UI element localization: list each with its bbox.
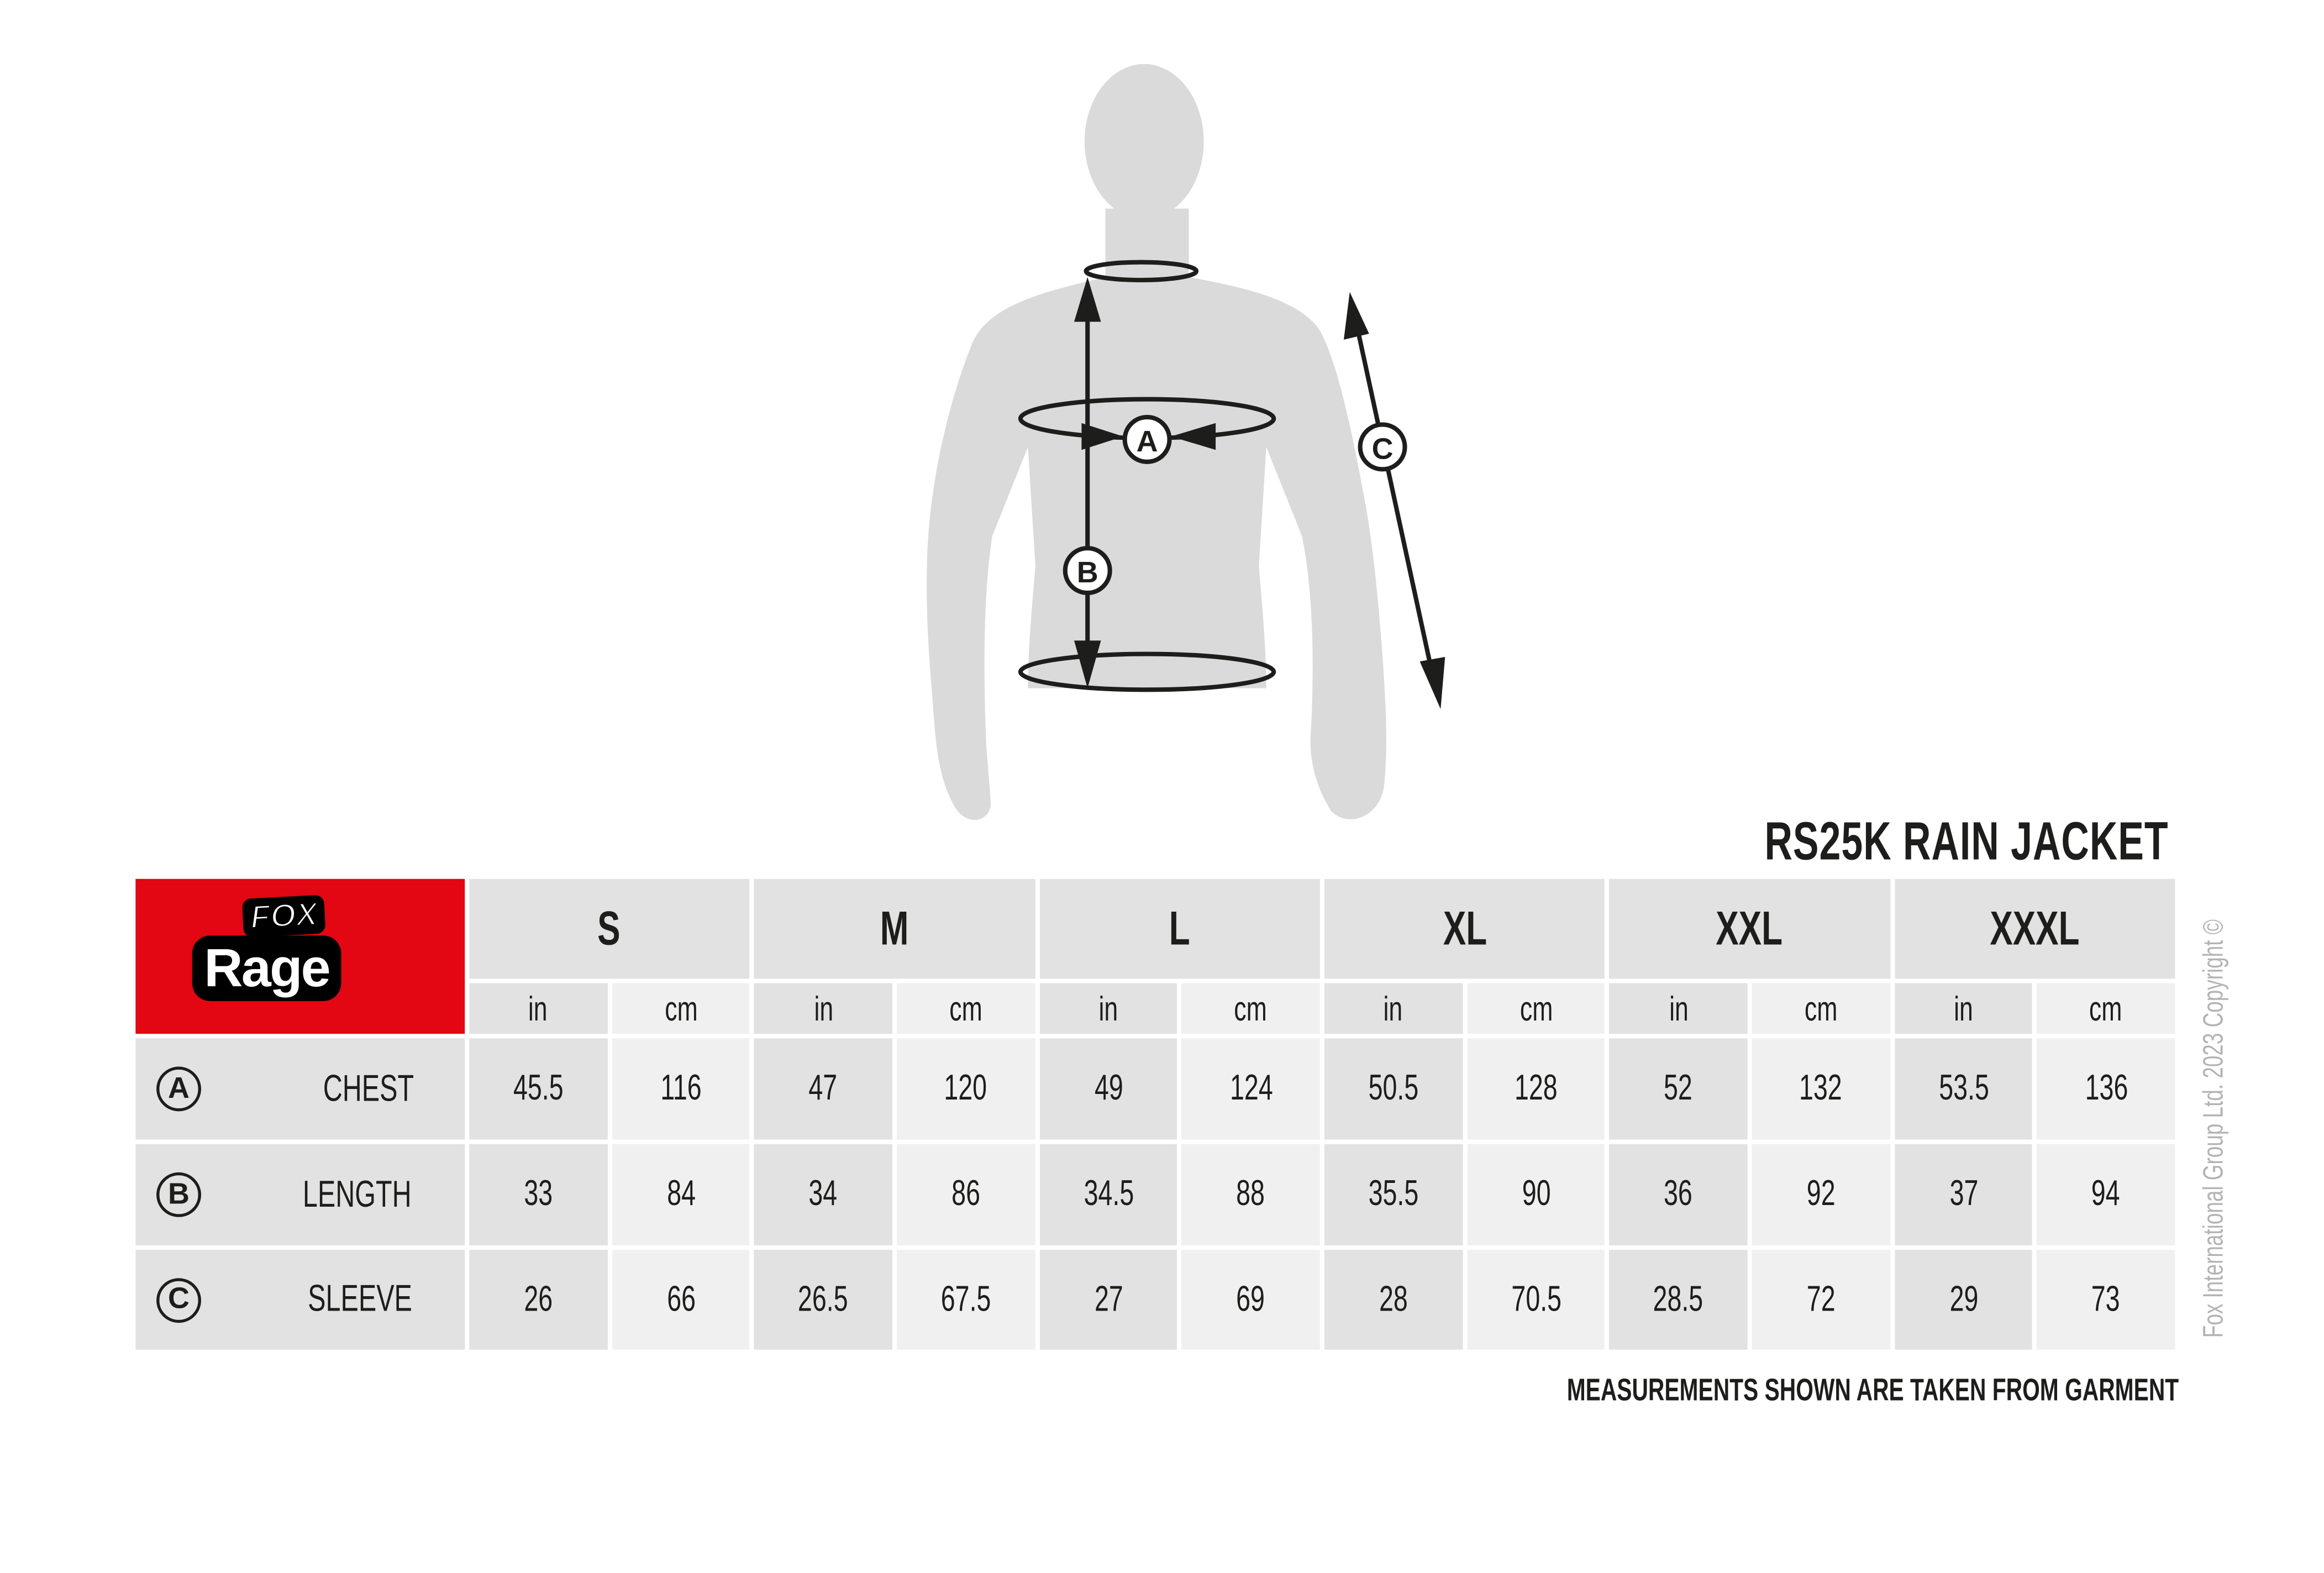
table-cell: 36	[1609, 1144, 1748, 1246]
measurement-label: SLEEVE	[307, 1278, 412, 1320]
svg-text:A: A	[1137, 425, 1158, 458]
table-cell: 128	[1466, 1038, 1605, 1140]
table-cell: 92	[1752, 1144, 1890, 1246]
table-cell: 34.5	[1039, 1144, 1177, 1246]
size-header-l: L	[1039, 878, 1320, 979]
svg-text:C: C	[1372, 432, 1394, 465]
table-cell: 34	[754, 1144, 892, 1246]
size-table: FOX Rage S M L XL XXL XXXL in cm in cm in cm in cm in c…	[135, 878, 2175, 1350]
table-cell: 90	[1466, 1144, 1605, 1246]
marker-circle: A	[156, 1066, 201, 1112]
unit-header-cm: cm	[897, 983, 1035, 1034]
unit-header-cm: cm	[1181, 983, 1320, 1034]
table-cell: 49	[1039, 1038, 1177, 1140]
table-cell: 47	[754, 1038, 892, 1140]
table-cell: 45.5	[469, 1038, 608, 1140]
unit-header-in: in	[1609, 983, 1748, 1034]
product-title: RS25K RAIN JACKET	[1765, 810, 2169, 872]
table-cell: 88	[1181, 1144, 1320, 1246]
table-cell: 26.5	[754, 1250, 892, 1350]
table-cell: 52	[1609, 1038, 1748, 1140]
table-cell: 35.5	[1324, 1144, 1463, 1246]
table-cell: 28.5	[1609, 1250, 1748, 1350]
table-cell: 86	[897, 1144, 1035, 1246]
sleeve-line	[1353, 319, 1436, 678]
brand-logo: FOX Rage	[135, 878, 465, 1034]
size-header-xxxl: XXXL	[1894, 878, 2175, 979]
size-header-s: S	[469, 878, 750, 979]
body-silhouette	[927, 64, 1386, 820]
marker-circle: B	[156, 1172, 201, 1217]
copyright-text: Fox International Group Ltd. 2023 Copyri…	[2199, 919, 2231, 1338]
marker-circle: C	[156, 1277, 201, 1322]
table-cell: 94	[2037, 1144, 2175, 1246]
unit-header-cm: cm	[1466, 983, 1605, 1034]
body-measurement-figure: A B C	[927, 64, 1445, 820]
arrowheads	[1074, 277, 1445, 709]
table-cell: 33	[469, 1144, 608, 1246]
measurement-note: MEASUREMENTS SHOWN ARE TAKEN FROM GARMEN…	[1566, 1373, 2178, 1408]
unit-header-in: in	[469, 983, 608, 1034]
table-cell: 116	[612, 1038, 750, 1140]
table-cell: 70.5	[1466, 1250, 1605, 1350]
row-label-sleeve: C SLEEVE	[135, 1250, 465, 1350]
unit-header-cm: cm	[2037, 983, 2175, 1034]
size-header-xxl: XXL	[1609, 878, 1890, 979]
unit-header-in: in	[1039, 983, 1177, 1034]
unit-header-cm: cm	[612, 983, 750, 1034]
table-cell: 72	[1752, 1250, 1890, 1350]
neck-ring	[1084, 260, 1199, 282]
size-header-xl: XL	[1324, 878, 1605, 979]
table-cell: 67.5	[897, 1250, 1035, 1350]
table-cell: 37	[1894, 1144, 2033, 1246]
unit-header-in: in	[754, 983, 892, 1034]
table-cell: 136	[2037, 1038, 2175, 1140]
size-header-m: M	[754, 878, 1035, 979]
hem-ring	[1018, 651, 1276, 692]
table-cell: 132	[1752, 1038, 1890, 1140]
unit-header-in: in	[1324, 983, 1463, 1034]
unit-header-in: in	[1894, 983, 2033, 1034]
table-cell: 53.5	[1894, 1038, 2033, 1140]
table-cell: 124	[1181, 1038, 1320, 1140]
marker-b: B	[1063, 546, 1112, 596]
svg-text:B: B	[1077, 556, 1098, 589]
table-cell: 50.5	[1324, 1038, 1463, 1140]
table-cell: 26	[469, 1250, 608, 1350]
measurement-label: CHEST	[323, 1067, 414, 1109]
table-cell: 73	[2037, 1250, 2175, 1350]
table-cell: 84	[612, 1144, 750, 1246]
table-cell: 29	[1894, 1250, 2033, 1350]
unit-header-cm: cm	[1752, 983, 1890, 1034]
table-cell: 66	[612, 1250, 750, 1350]
marker-a: A	[1122, 414, 1172, 464]
table-cell: 120	[897, 1038, 1035, 1140]
table-cell: 69	[1181, 1250, 1320, 1350]
row-label-length: B LENGTH	[135, 1144, 465, 1246]
marker-c: C	[1358, 422, 1407, 472]
table-cell: 27	[1039, 1250, 1177, 1350]
measurement-label: LENGTH	[302, 1173, 411, 1215]
row-label-chest: A CHEST	[135, 1038, 465, 1140]
table-cell: 28	[1324, 1250, 1463, 1350]
